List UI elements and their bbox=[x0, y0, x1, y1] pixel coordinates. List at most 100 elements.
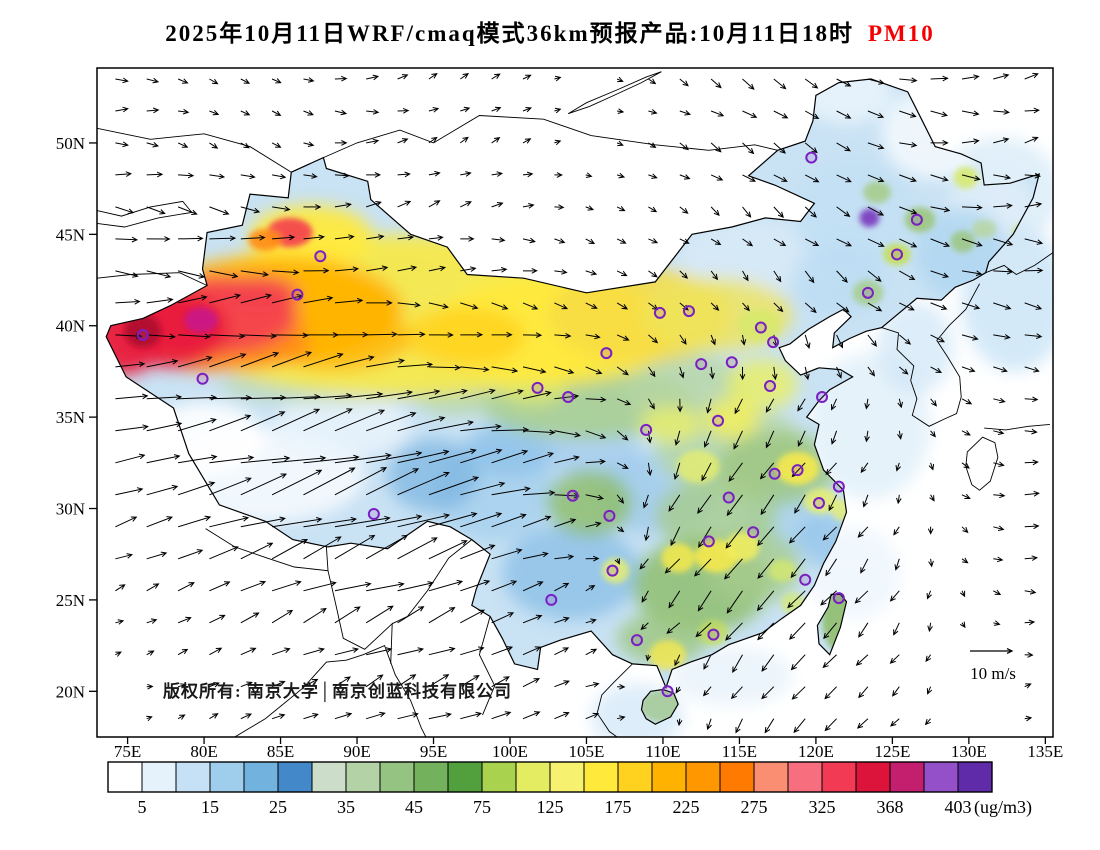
wind-arrow bbox=[240, 270, 270, 277]
wind-arrow bbox=[115, 453, 146, 464]
wind-arrow bbox=[240, 78, 251, 84]
colorbar-cell bbox=[277, 761, 313, 793]
wind-arrow bbox=[366, 74, 380, 81]
wind-arrow bbox=[836, 78, 852, 87]
pm10-contour-blob bbox=[184, 307, 218, 334]
wind-arrow bbox=[554, 430, 582, 438]
wind-arrow bbox=[961, 270, 983, 276]
wind-arrow bbox=[1024, 683, 1032, 689]
colorbar-layer: 5 15 25 35 45 75 125 175 225 275 325 368 403 (ug/m3) bbox=[107, 761, 1032, 818]
wind-arrow bbox=[334, 266, 360, 273]
wind-arrow bbox=[428, 200, 441, 208]
wind-arrow bbox=[830, 430, 838, 445]
wind-arrow bbox=[961, 138, 980, 145]
wind-arrow bbox=[930, 366, 943, 374]
wind-arrow bbox=[725, 526, 743, 549]
wind-arrow bbox=[585, 205, 595, 211]
station-marker bbox=[910, 213, 923, 226]
wind-arrow bbox=[209, 546, 239, 560]
wind-arrow bbox=[899, 77, 918, 83]
colorbar-cell bbox=[311, 761, 347, 793]
colorbar-cell bbox=[651, 761, 687, 793]
wind-arrow bbox=[428, 107, 440, 113]
pm10-sea-blob bbox=[670, 647, 793, 706]
wind-arrow bbox=[825, 462, 837, 476]
wind-arrow bbox=[334, 606, 361, 624]
wind-arrow bbox=[303, 141, 315, 147]
lon-tick-label: 130E bbox=[951, 742, 987, 761]
wind-arrow bbox=[115, 651, 122, 657]
wind-arrow bbox=[648, 238, 659, 244]
wind-arrow bbox=[397, 537, 438, 560]
wind-arrow bbox=[240, 473, 288, 496]
wind-arrow bbox=[334, 515, 391, 528]
wind-arrow bbox=[742, 142, 755, 155]
wind-arrow bbox=[334, 581, 372, 592]
wind-arrow bbox=[177, 270, 206, 279]
wind-arrow bbox=[1024, 652, 1034, 658]
colorbar-cell bbox=[923, 761, 959, 793]
wind-arrow bbox=[334, 172, 350, 179]
wind-arrow bbox=[867, 110, 885, 119]
wind-arrow bbox=[177, 142, 189, 148]
wind-arrow bbox=[334, 391, 384, 400]
wind-arrow bbox=[303, 647, 325, 656]
wind-arrow bbox=[993, 238, 1014, 246]
lat-tick-label: 50N bbox=[56, 134, 85, 153]
wind-arrow bbox=[115, 553, 134, 560]
wind-arrow bbox=[146, 618, 158, 624]
wind-arrow bbox=[773, 142, 786, 154]
wind-arrow bbox=[554, 302, 569, 310]
country-border bbox=[97, 200, 193, 228]
wind-arrow bbox=[303, 408, 353, 432]
wind-arrow bbox=[648, 270, 658, 278]
station-marker bbox=[566, 489, 579, 502]
wind-arrow bbox=[854, 590, 869, 604]
wind-arrow bbox=[836, 238, 853, 247]
wind-arrow bbox=[790, 654, 806, 671]
station-marker bbox=[805, 151, 818, 164]
wind-arrow bbox=[836, 302, 850, 313]
wind-arrow bbox=[303, 516, 358, 528]
wind-arrow bbox=[240, 206, 261, 214]
wind-arrow bbox=[366, 514, 423, 528]
wind-arrow bbox=[491, 513, 527, 528]
wind-reference-arrow: 10 m/s bbox=[970, 648, 1016, 683]
wind-arrow bbox=[115, 106, 129, 113]
wind-arrow bbox=[240, 351, 280, 368]
wind-arrow bbox=[177, 515, 212, 528]
wind-arrow bbox=[697, 494, 712, 514]
wind-arrow bbox=[894, 558, 900, 571]
wind-arrow bbox=[757, 526, 775, 547]
lon-tick-label: 95E bbox=[420, 742, 447, 761]
wind-arrow bbox=[115, 206, 135, 214]
wind-arrow bbox=[460, 302, 479, 310]
wind-arrow bbox=[366, 234, 385, 240]
lat-tick-label: 35N bbox=[56, 408, 85, 427]
wind-arrow bbox=[616, 76, 624, 83]
pm10-contour-blob bbox=[950, 230, 975, 253]
wind-arrow bbox=[585, 555, 600, 562]
pm10-contour-blob bbox=[601, 557, 630, 584]
pm10-contour-blob bbox=[248, 228, 283, 251]
page-title: 2025年10月11日WRF/cmaq模式36km预报产品:10月11日18时 P… bbox=[0, 14, 1100, 48]
pm10-contour-blob bbox=[971, 219, 997, 239]
wind-arrow bbox=[115, 487, 144, 496]
wind-arrow bbox=[491, 486, 531, 496]
wind-arrow bbox=[334, 467, 388, 496]
wind-arrow bbox=[646, 462, 653, 477]
colorbar-cell bbox=[107, 761, 143, 793]
wind-arrow bbox=[961, 238, 983, 247]
wind-arrow bbox=[146, 650, 155, 656]
wind-arrow bbox=[522, 203, 535, 209]
wind-arrow bbox=[177, 714, 186, 720]
wind-arrow bbox=[146, 516, 173, 528]
station-marker bbox=[606, 564, 619, 577]
wind-arrow bbox=[896, 494, 902, 505]
lon-tick-label: 115E bbox=[722, 742, 757, 761]
wind-arrow bbox=[334, 109, 348, 116]
borders-group bbox=[97, 71, 1053, 737]
colorbar-label: 35 bbox=[337, 797, 355, 817]
country-border bbox=[205, 528, 329, 572]
wind-arrow bbox=[146, 107, 160, 114]
